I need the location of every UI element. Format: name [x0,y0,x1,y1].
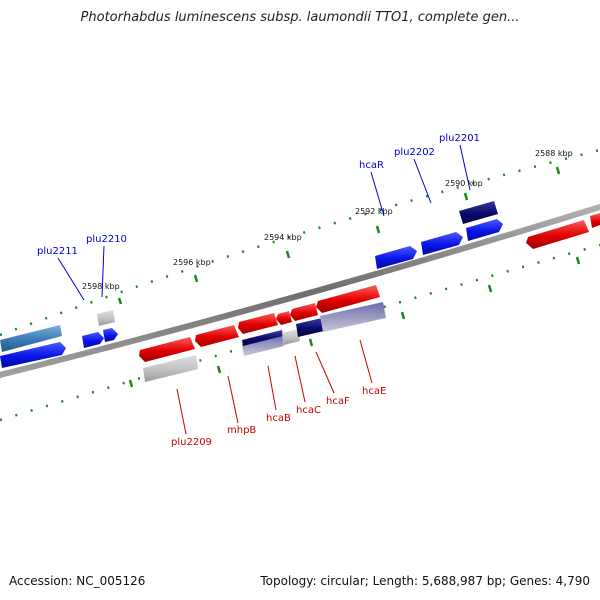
gene-hcaF-red[interactable] [290,303,318,321]
gene-label-plu2201: plu2201 [439,133,480,144]
scale-label-2588: 2588 kbp [535,149,573,158]
gene-plu2210-small[interactable] [103,328,118,342]
map-title: Photorhabdus luminescens subsp. laumondi… [80,10,520,25]
gene-hcaC-gray[interactable] [282,329,300,345]
scale-label-2596: 2596 kbp [173,258,211,267]
forward-strand-genes[interactable] [0,201,503,368]
gene-blue-left[interactable] [0,342,66,368]
scale-label-2590: 2590 kbp [445,179,483,188]
gene-edge-red[interactable] [590,213,600,228]
gene-label-mhpB: mhpB [227,425,256,436]
gene-plu2209[interactable] [139,337,195,362]
gene-plu2201-navy[interactable] [459,201,498,224]
label-leader-lines [57,144,471,435]
gene-hcaF-navy[interactable] [296,318,324,337]
gene-hcaB-graynavy[interactable] [242,334,284,356]
gene-hcaB-red[interactable] [238,313,278,334]
gene-label-hcaE: hcaE [362,386,386,397]
topology-summary: Topology: circular; Length: 5,688,987 bp… [260,574,590,588]
gene-hcaB-navy[interactable] [242,330,283,346]
gene-plu2201-blue[interactable] [466,219,503,241]
gene-label-hcaB: hcaB [266,413,291,424]
gene-mhpB[interactable] [195,325,239,347]
gene-hcaR[interactable] [375,246,417,269]
gene-right-red[interactable] [526,220,589,249]
gene-label-hcaC: hcaC [296,405,321,416]
gene-hcaE-red[interactable] [316,285,380,313]
gene-label-plu2211: plu2211 [37,246,78,257]
gene-label-plu2210: plu2210 [86,234,127,245]
gene-label-plu2202: plu2202 [394,147,435,158]
genome-backbone [0,204,600,378]
gene-label-hcaR: hcaR [359,160,384,171]
gene-labels-bottom: plu2209 mhpB hcaB hcaC hcaF hcaE [171,386,386,448]
gene-plu2210-gray[interactable] [97,310,115,326]
scale-label-2592: 2592 kbp [355,207,393,216]
accession-text: Accession: NC_005126 [9,574,146,588]
gene-hcaE-graynavy[interactable] [320,302,386,332]
major-ticks [117,166,581,388]
gene-plu2209-gray[interactable] [143,355,198,382]
scale-label-2598: 2598 kbp [82,282,120,291]
gene-labels-top: plu2211 plu2210 hcaR plu2202 plu2201 [37,133,480,257]
scale-label-2594: 2594 kbp [264,233,302,242]
gene-hcaC-red[interactable] [276,311,292,325]
gene-plu2211[interactable] [82,332,104,348]
gene-label-hcaF: hcaF [326,396,350,407]
gene-label-plu2209: plu2209 [171,437,212,448]
scale-labels: 2598 kbp 2596 kbp 2594 kbp 2592 kbp 2590… [82,149,573,291]
gene-steelblue-left[interactable] [0,325,62,352]
lower-track-genes[interactable] [143,302,386,382]
reverse-strand-genes[interactable] [139,213,600,362]
gene-plu2202[interactable] [421,232,463,255]
